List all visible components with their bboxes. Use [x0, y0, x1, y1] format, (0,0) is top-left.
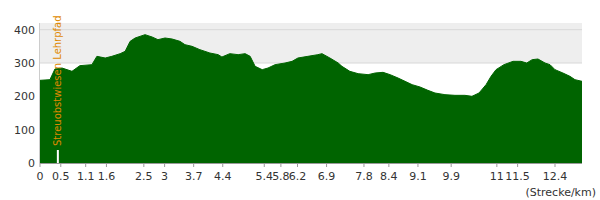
x-tick: [60, 163, 61, 167]
x-tick: [280, 163, 281, 167]
x-tick: [193, 163, 194, 167]
x-tick-label: 5.4: [256, 170, 274, 183]
x-tick-label: 5.8: [272, 170, 290, 183]
chart-container: Streuobstwiesen Lehrpfad 0 100 200 300 400 0 0.…: [0, 0, 600, 200]
plot-area: [40, 35, 582, 163]
x-tick-label: 11.5: [505, 170, 530, 183]
chart: Streuobstwiesen Lehrpfad 0 100 200 300 400 0 0.…: [0, 0, 600, 200]
x-tick-label: 0.5: [52, 170, 70, 183]
x-tick: [264, 163, 265, 167]
x-tick-label: 11: [490, 170, 504, 183]
x-tick-label: 3.7: [185, 170, 203, 183]
x-tick-label: 12.4: [543, 170, 568, 183]
y-tick-label: 200: [14, 90, 35, 103]
x-tick: [326, 163, 327, 167]
x-tick-label: 1.1: [77, 170, 95, 183]
x-tick: [496, 163, 497, 167]
x-tick: [417, 163, 418, 167]
x-tick-label: 3: [161, 170, 168, 183]
x-tick: [164, 163, 165, 167]
x-tick-label: 6.2: [289, 170, 307, 183]
x-tick-label: 9.1: [409, 170, 427, 183]
x-axis-line: [40, 163, 582, 164]
annotation-marker: [57, 150, 59, 163]
y-tick-label: 300: [14, 57, 35, 70]
x-tick: [451, 163, 452, 167]
x-tick-label: 9.9: [442, 170, 460, 183]
x-tick: [388, 163, 389, 167]
elevation-area: [40, 35, 582, 163]
x-tick: [555, 163, 556, 167]
x-tick: [85, 163, 86, 167]
y-tick-label: 100: [14, 124, 35, 137]
x-tick-label: 2.5: [135, 170, 153, 183]
annotation-label: Streuobstwiesen Lehrpfad: [52, 15, 63, 146]
x-tick-label: 0: [37, 170, 44, 183]
y-tick-label: 0: [28, 157, 35, 170]
x-tick-label: 7.8: [355, 170, 373, 183]
y-tick-label: 400: [14, 24, 35, 37]
x-tick: [517, 163, 518, 167]
x-tick-label: 6.9: [318, 170, 336, 183]
x-tick: [40, 163, 41, 167]
grid-line: [40, 29, 582, 30]
x-tick: [297, 163, 298, 167]
x-tick: [106, 163, 107, 167]
x-tick-label: 1.6: [98, 170, 116, 183]
x-axis-label: (Strecke/km): [525, 186, 596, 199]
x-tick-label: 8.4: [380, 170, 398, 183]
x-tick: [143, 163, 144, 167]
x-tick: [222, 163, 223, 167]
x-tick: [363, 163, 364, 167]
x-tick-label: 4.4: [214, 170, 232, 183]
y-axis-line: [39, 23, 40, 163]
